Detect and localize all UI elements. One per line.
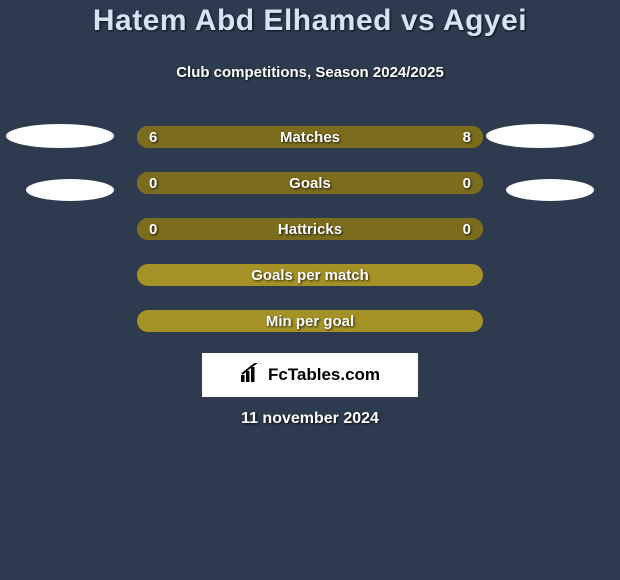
title-vs: vs xyxy=(401,4,435,37)
stat-label: Min per goal xyxy=(137,310,483,332)
stat-bars: 68Matches 00Goals 00Hattricks Goals per mat… xyxy=(137,126,483,356)
brand-chart-icon xyxy=(240,363,262,388)
brand-text: FcTables.com xyxy=(268,365,380,385)
stat-row: 68Matches xyxy=(137,126,483,148)
title-player2: Agyei xyxy=(443,4,527,37)
stat-label: Goals per match xyxy=(137,264,483,286)
decorative-ellipse xyxy=(506,179,594,201)
stat-row: 00Hattricks xyxy=(137,218,483,240)
footer-date: 11 november 2024 xyxy=(0,410,620,428)
stat-row: 00Goals xyxy=(137,172,483,194)
decorative-ellipse xyxy=(26,179,114,201)
stat-row: Goals per match xyxy=(137,264,483,286)
decorative-ellipse xyxy=(486,124,594,148)
page-title: Hatem Abd Elhamed vs Agyei xyxy=(0,4,620,38)
infographic-stage: Hatem Abd Elhamed vs Agyei Club competit… xyxy=(0,0,620,580)
stat-label: Hattricks xyxy=(137,218,483,240)
stat-label: Goals xyxy=(137,172,483,194)
title-player1: Hatem Abd Elhamed xyxy=(93,4,392,37)
stat-label: Matches xyxy=(137,126,483,148)
stat-row: Min per goal xyxy=(137,310,483,332)
subtitle: Club competitions, Season 2024/2025 xyxy=(0,64,620,81)
decorative-ellipse xyxy=(6,124,114,148)
brand-box[interactable]: FcTables.com xyxy=(202,353,418,397)
